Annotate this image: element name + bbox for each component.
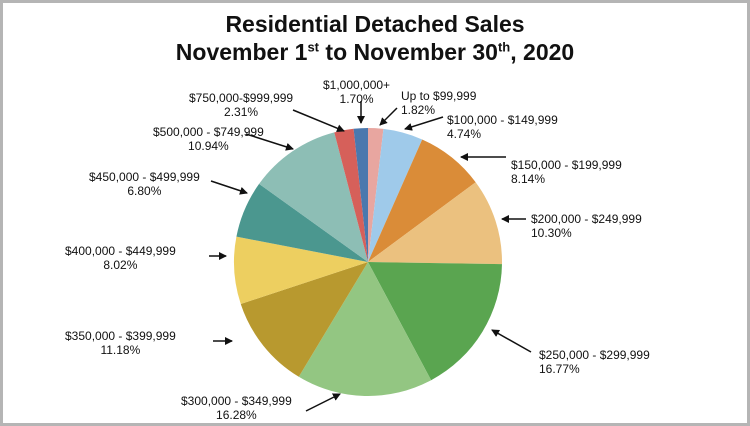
pie-slice [259,132,368,262]
pie-slice [334,128,368,262]
slice-label-range: $500,000 - $749,999 [153,125,264,139]
slice-label-percent: 2.31% [224,105,259,119]
slice-label: $300,000 - $349,999 16.28% [181,394,292,422]
slice-label-range: $350,000 - $399,999 [65,329,176,343]
slice-label: Up to $99,999 1.82% [401,89,476,117]
slice-label-percent: 10.94% [188,139,229,153]
slice-label-range: $1,000,000+ [323,78,391,92]
pie-slice [368,139,476,262]
slice-label: $350,000 - $399,999 11.18% [65,329,176,357]
slice-label-percent: 11.18% [100,343,141,357]
pie-slice [368,128,384,262]
pie-slice [368,182,502,265]
slice-label: $100,000 - $149,999 4.74% [447,113,558,141]
pie-slice [298,262,432,396]
slice-label-range: $100,000 - $149,999 [447,113,558,127]
slice-label-range: $250,000 - $299,999 [539,348,650,362]
callout-arrow [305,393,341,412]
slice-label: $400,000 - $449,999 8.02% [65,244,176,272]
slice-label-percent: 6.80% [127,184,162,198]
pie-slice [368,128,423,262]
slice-label-range: $400,000 - $449,999 [65,244,176,258]
slice-label-percent: 16.77% [539,362,580,376]
slice-label-percent: 16.28% [216,408,257,422]
slice-label-range: $450,000 - $499,999 [89,170,200,184]
slice-label-range: $200,000 - $249,999 [531,212,642,226]
slice-label: $1,000,000+ 1.70% [323,78,390,106]
callout-arrow [404,116,444,131]
chart-title-line1: Residential Detached Sales [225,11,525,37]
slice-label-range: $750,000-$999,999 [189,91,294,105]
slice-label: $200,000 - $249,999 10.30% [531,212,642,240]
chart-title-line2: November 1st to November 30th, 2020 [175,39,575,65]
slice-label-percent: 1.70% [339,92,374,106]
pie-slice [236,183,368,262]
callout-arrow [491,329,532,353]
slice-label: $500,000 - $749,999 10.94% [153,125,264,153]
slice-label-range: $300,000 - $349,999 [181,394,292,408]
slice-label: $450,000 - $499,999 6.80% [89,170,200,198]
pie-chart [209,101,532,412]
slice-label: $150,000 - $199,999 8.14% [511,158,622,186]
callout-arrow [245,133,294,151]
slice-label-range: Up to $99,999 [401,89,477,103]
slice-label-range: $150,000 - $199,999 [511,158,622,172]
slice-label-percent: 1.82% [401,103,436,117]
callout-arrow [292,109,345,133]
slice-label-percent: 4.74% [447,127,482,141]
slice-label: $750,000-$999,999 2.31% [189,91,293,119]
pie-slice [368,262,502,381]
pie-slice [240,262,368,377]
slice-label-percent: 8.14% [511,172,546,186]
slice-label: $250,000 - $299,999 16.77% [539,348,650,376]
callout-arrow [379,107,398,126]
slice-label-percent: 8.02% [103,258,138,272]
pie-slice [234,236,368,304]
pie-slice [353,128,368,262]
slice-label-percent: 10.30% [531,226,572,240]
callout-arrow [210,180,248,195]
